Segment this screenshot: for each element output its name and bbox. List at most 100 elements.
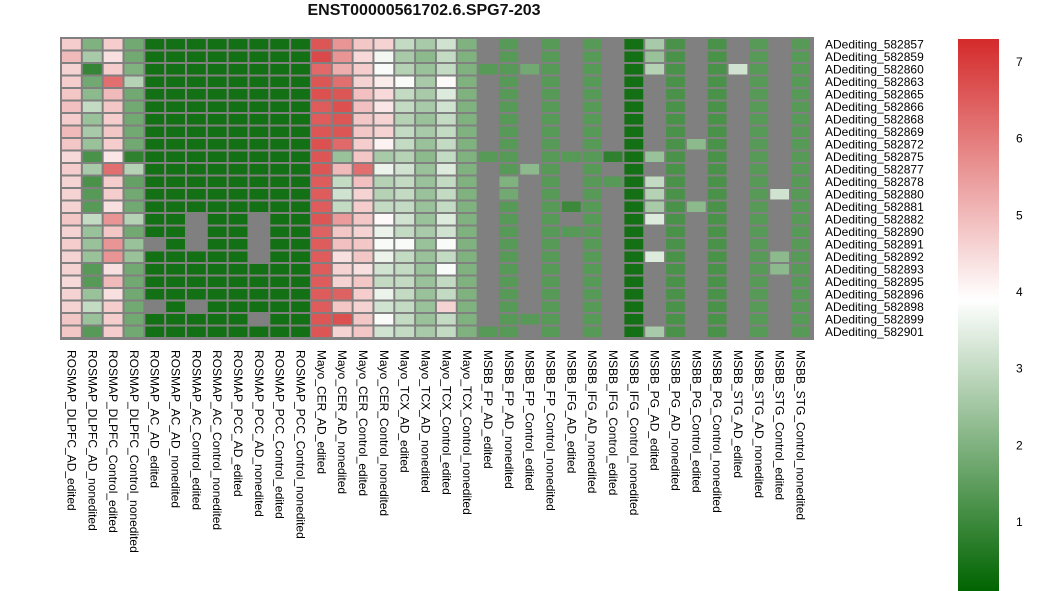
heatmap-cell xyxy=(624,76,644,87)
column-label: MSBB_IFG_Control_edited xyxy=(606,350,620,495)
heatmap-cell xyxy=(499,201,519,212)
heatmap-cell xyxy=(332,214,352,225)
heatmap-cell xyxy=(186,276,206,287)
heatmap-cell xyxy=(62,314,81,325)
heatmap-cell xyxy=(561,101,581,112)
column-label: MSBB_FP_Control_edited xyxy=(523,350,537,491)
colorbar-tick-label: 6 xyxy=(1016,132,1023,146)
heatmap-cell xyxy=(291,251,310,262)
row-label: ADediting_582880 xyxy=(825,187,924,201)
heatmap-cell xyxy=(707,226,727,237)
heatmap-cell xyxy=(499,239,519,250)
heatmap-cell xyxy=(207,76,227,87)
heatmap-cell xyxy=(145,139,165,150)
heatmap-cell xyxy=(291,276,310,287)
heatmap-cell xyxy=(499,151,519,162)
heatmap-cell xyxy=(145,201,165,212)
heatmap-cell xyxy=(374,89,394,100)
heatmap-cell xyxy=(707,139,727,150)
heatmap-cell xyxy=(103,251,123,262)
heatmap-cell xyxy=(62,139,81,150)
heatmap-cell xyxy=(541,276,560,287)
heatmap-cell xyxy=(749,189,769,200)
heatmap-cell xyxy=(603,251,623,262)
heatmap-cell xyxy=(499,276,519,287)
column-label: MSBB_STG_Control_nonedited xyxy=(793,350,807,520)
heatmap-cell xyxy=(728,239,748,250)
heatmap-cell xyxy=(207,314,227,325)
heatmap-cell xyxy=(270,51,290,62)
heatmap-cell xyxy=(166,126,185,137)
heatmap-cell xyxy=(686,76,706,87)
heatmap-cell xyxy=(457,189,477,200)
heatmap-cell xyxy=(770,126,790,137)
heatmap-cell xyxy=(603,189,623,200)
heatmap-cell xyxy=(666,89,685,100)
row-label: ADediting_582869 xyxy=(825,125,924,139)
heatmap-cell xyxy=(686,139,706,150)
heatmap-cell xyxy=(82,201,102,212)
heatmap-cell xyxy=(166,51,185,62)
heatmap-cell xyxy=(541,139,560,150)
heatmap-cell xyxy=(645,289,665,300)
heatmap-cell xyxy=(520,239,540,250)
heatmap-cell xyxy=(145,114,165,125)
heatmap-cell xyxy=(582,64,602,75)
heatmap-cell xyxy=(457,314,477,325)
heatmap-cell xyxy=(103,301,123,312)
heatmap-cell xyxy=(603,76,623,87)
heatmap-cell xyxy=(311,114,331,125)
heatmap-cell xyxy=(124,176,144,187)
heatmap-cell xyxy=(228,114,248,125)
heatmap-cell xyxy=(103,189,123,200)
column-label: MSBB_PG_Control_edited xyxy=(689,350,703,493)
heatmap-cell xyxy=(124,39,144,50)
heatmap-cell xyxy=(145,301,165,312)
colorbar-tick-label: 5 xyxy=(1016,208,1023,222)
heatmap-cell xyxy=(103,214,123,225)
heatmap-cell xyxy=(374,126,394,137)
heatmap-cell xyxy=(207,89,227,100)
heatmap-cell xyxy=(728,126,748,137)
heatmap-cell xyxy=(749,326,769,337)
heatmap-cell xyxy=(666,264,685,275)
heatmap-cell xyxy=(62,164,81,175)
heatmap-cell xyxy=(749,301,769,312)
heatmap-cell xyxy=(541,89,560,100)
heatmap-cell xyxy=(666,301,685,312)
heatmap-cell xyxy=(582,264,602,275)
heatmap-cell xyxy=(62,89,81,100)
heatmap-cell xyxy=(499,251,519,262)
heatmap-cell xyxy=(457,264,477,275)
heatmap-cell xyxy=(124,201,144,212)
heatmap-cell xyxy=(645,51,665,62)
heatmap-cell xyxy=(353,189,373,200)
heatmap-cell xyxy=(416,326,435,337)
heatmap-cell xyxy=(353,276,373,287)
heatmap-cell xyxy=(311,176,331,187)
heatmap-cell xyxy=(270,114,290,125)
heatmap-cell xyxy=(728,39,748,50)
heatmap-cell xyxy=(603,114,623,125)
heatmap-cell xyxy=(749,226,769,237)
heatmap-cell xyxy=(270,251,290,262)
heatmap-cell xyxy=(228,139,248,150)
heatmap-cell xyxy=(582,114,602,125)
heatmap-cell xyxy=(561,151,581,162)
heatmap-cell xyxy=(291,76,310,87)
heatmap-cell xyxy=(311,289,331,300)
heatmap-cell xyxy=(499,114,519,125)
heatmap-cell xyxy=(561,214,581,225)
heatmap-cell xyxy=(791,314,810,325)
heatmap-cell xyxy=(395,251,415,262)
heatmap-cell xyxy=(311,201,331,212)
heatmap-cell xyxy=(166,189,185,200)
heatmap-cell xyxy=(707,276,727,287)
column-label: ROSMAP_AC_AD_edited xyxy=(148,350,162,488)
heatmap-cell xyxy=(499,39,519,50)
heatmap-cell xyxy=(728,164,748,175)
heatmap-cell xyxy=(270,264,290,275)
heatmap-cell xyxy=(103,176,123,187)
heatmap-cell xyxy=(645,276,665,287)
row-label: ADediting_582892 xyxy=(825,250,924,264)
